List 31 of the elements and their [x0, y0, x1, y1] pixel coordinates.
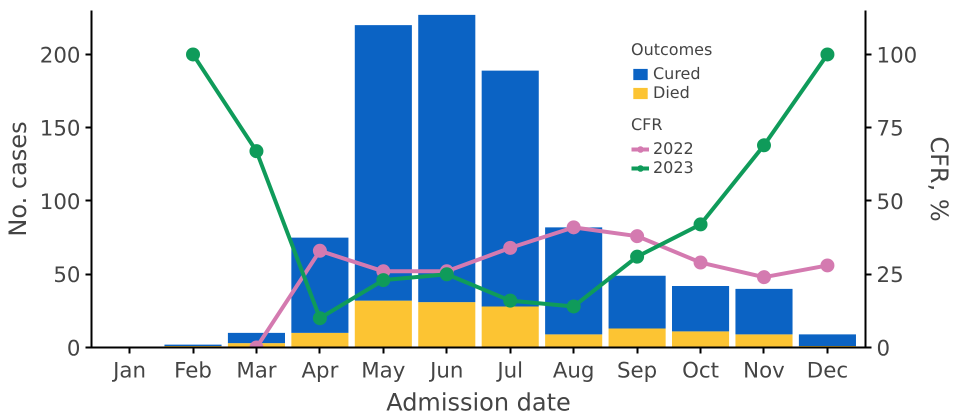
- x-axis-title: Admission date: [386, 388, 571, 416]
- y2-tick-label: 100: [876, 43, 918, 68]
- y2-tick-label: 75: [876, 116, 904, 142]
- text: CFR: [631, 115, 662, 134]
- x-tick-label: Mar: [236, 358, 277, 384]
- y2-axis-title: CFR, %: [925, 136, 954, 222]
- y2-tick-label: 0: [876, 336, 890, 362]
- legend-label: 2022: [653, 139, 694, 158]
- x-tick-label: Sep: [617, 358, 658, 384]
- legend-label: Cured: [653, 64, 701, 83]
- y-axis-title: No. cases: [4, 121, 32, 237]
- x-tick-label: Oct: [682, 358, 719, 384]
- x-tick-label: May: [361, 358, 406, 384]
- x-tick-label: Jun: [428, 358, 464, 384]
- y-tick-label: 50: [53, 263, 80, 288]
- y-tick-label: 100: [40, 190, 81, 215]
- legend-label: 2023: [653, 158, 694, 177]
- x-tick-label: Feb: [174, 358, 212, 384]
- x-tick-label: Jul: [495, 358, 524, 384]
- x-tick-label: Aug: [552, 358, 594, 384]
- y-tick-label: 150: [40, 116, 81, 142]
- y2-tick-label: 50: [876, 190, 904, 215]
- text: Outcomes: [631, 40, 712, 59]
- x-tick-label: Jan: [111, 358, 146, 384]
- y2-tick-label: 25: [876, 263, 904, 288]
- x-tick-label: Dec: [806, 358, 848, 384]
- x-tick-label: Apr: [301, 358, 339, 384]
- y-tick-label: 200: [40, 43, 81, 68]
- x-tick-label: Nov: [743, 358, 785, 384]
- y-tick-label: 0: [66, 336, 81, 362]
- legend-label: Died: [653, 83, 690, 102]
